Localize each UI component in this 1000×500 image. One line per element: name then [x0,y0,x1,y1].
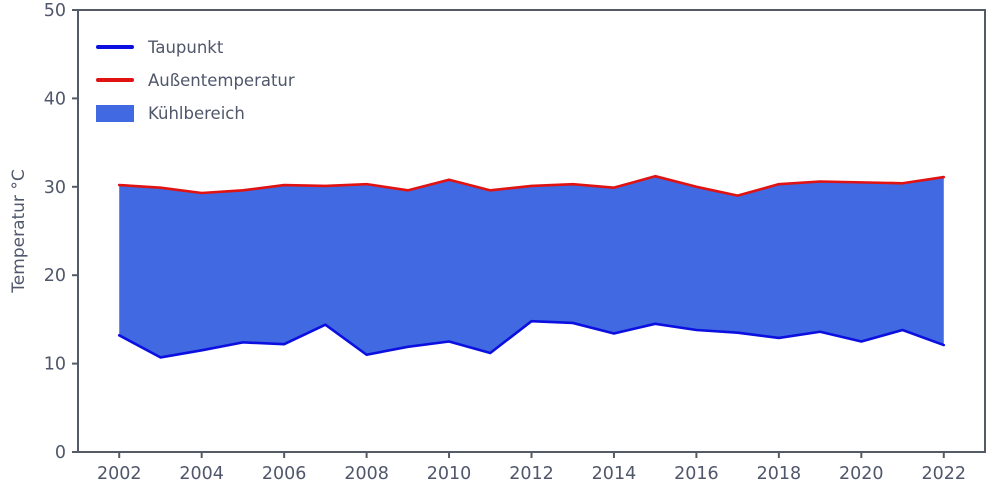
x-tick-label: 2004 [179,464,224,484]
legend-item-kuehlbereich: Kühlbereich [96,102,295,124]
x-tick-label: 2006 [262,464,307,484]
legend-item-aussentemperatur: Außentemperatur [96,69,295,91]
kuehlbereich-patch-swatch-icon [96,104,134,122]
aussentemperatur-line [117,174,946,197]
legend-label-kuehlbereich: Kühlbereich [148,103,245,123]
y-tick-label: 20 [44,266,66,286]
x-tick-label: 2014 [592,464,637,484]
y-tick-label: 0 [55,443,66,463]
taupunkt-line-swatch-icon [96,45,134,49]
y-tick-label: 40 [44,89,66,109]
cooling-area-fill [119,176,944,358]
taupunkt-line [117,319,946,359]
aussentemperatur-line-swatch-icon [96,78,134,82]
legend-item-taupunkt: Taupunkt [96,36,295,58]
x-tick-label: 2008 [344,464,389,484]
y-tick-label: 50 [44,1,66,21]
legend-label-taupunkt: Taupunkt [148,37,224,57]
y-axis-label: Temperatur °C [9,169,29,293]
legend: Taupunkt Außentemperatur Kühlbereich [96,36,295,124]
x-tick-label: 2002 [97,464,142,484]
y-tick-label: 30 [44,178,66,198]
y-tick-label: 10 [44,355,66,375]
x-tick-label: 2018 [757,464,802,484]
x-tick-label: 2020 [839,464,884,484]
legend-label-aussentemperatur: Außentemperatur [148,70,295,90]
x-tick-label: 2022 [921,464,966,484]
x-tick-label: 2016 [674,464,719,484]
x-tick-label: 2010 [427,464,472,484]
x-tick-label: 2012 [509,464,554,484]
